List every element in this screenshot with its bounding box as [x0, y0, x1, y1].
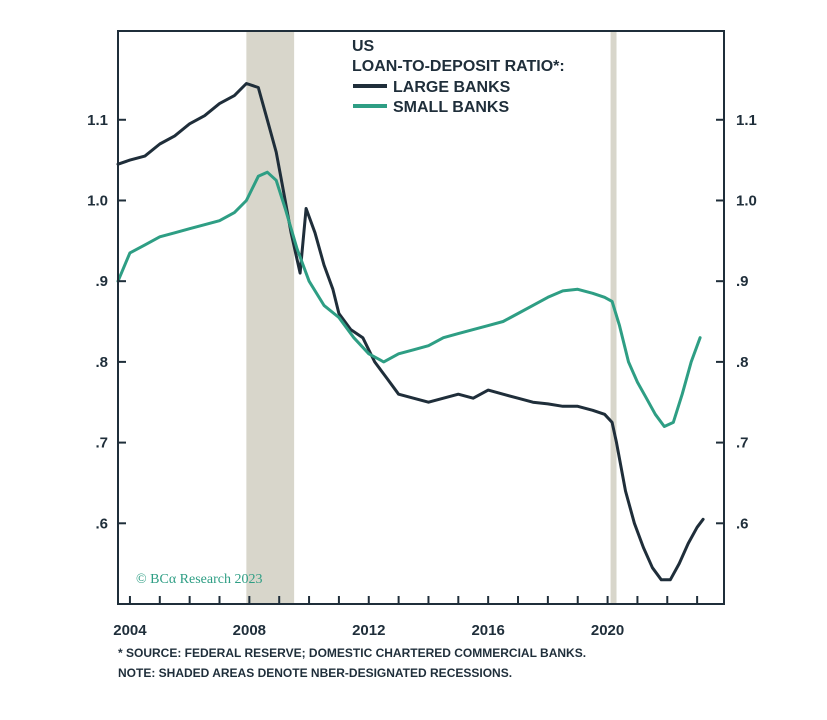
x-tick-label: 2008 [233, 622, 266, 639]
y-tick-label-right: .8 [736, 354, 749, 371]
legend-label-large-banks: LARGE BANKS [393, 79, 511, 96]
axis-ticks: .6 .6 .7 .7 .8 .8 .9 .9 1.0 1.0 1.1 1.1 2004 2008 2012… [87, 112, 757, 639]
source-note: * SOURCE: FEDERAL RESERVE; DOMESTIC CHAR… [118, 646, 586, 660]
y-tick-label-left: 1.0 [87, 192, 108, 209]
recession-band-0 [246, 31, 295, 604]
chart-subtitle: LOAN-TO-DEPOSIT RATIO*: [352, 58, 565, 75]
y-tick-label-right: 1.1 [736, 112, 757, 129]
recession-note: NOTE: SHADED AREAS DENOTE NBER-DESIGNATE… [118, 666, 512, 680]
y-tick-label-right: .6 [736, 515, 749, 532]
x-tick-label: 2016 [471, 622, 504, 639]
chart-title: US [352, 38, 375, 55]
y-tick-label-left: 1.1 [87, 112, 108, 129]
plot-frame [117, 30, 725, 605]
recession-bands [246, 31, 617, 604]
y-tick-label-right: 1.0 [736, 192, 757, 209]
y-tick-label-left: .7 [95, 435, 108, 452]
series-line-small-banks [116, 170, 702, 428]
x-tick-label: 2020 [591, 622, 624, 639]
copyright-label: © BCα Research 2023 [136, 572, 262, 587]
chart-legend: US LOAN-TO-DEPOSIT RATIO*: LARGE BANKS S… [352, 38, 565, 116]
y-tick-label-right: .7 [736, 435, 749, 452]
y-tick-label-left: .8 [95, 354, 108, 371]
y-tick-label-left: .6 [95, 515, 108, 532]
series-line-large-banks [116, 82, 705, 582]
x-tick-label: 2004 [113, 622, 147, 639]
recession-band-1 [610, 31, 617, 604]
x-tick-label: 2012 [352, 622, 385, 639]
legend-label-small-banks: SMALL BANKS [393, 99, 509, 116]
y-tick-label-left: .9 [95, 273, 108, 290]
y-tick-label-right: .9 [736, 273, 749, 290]
series-lines [116, 82, 705, 582]
